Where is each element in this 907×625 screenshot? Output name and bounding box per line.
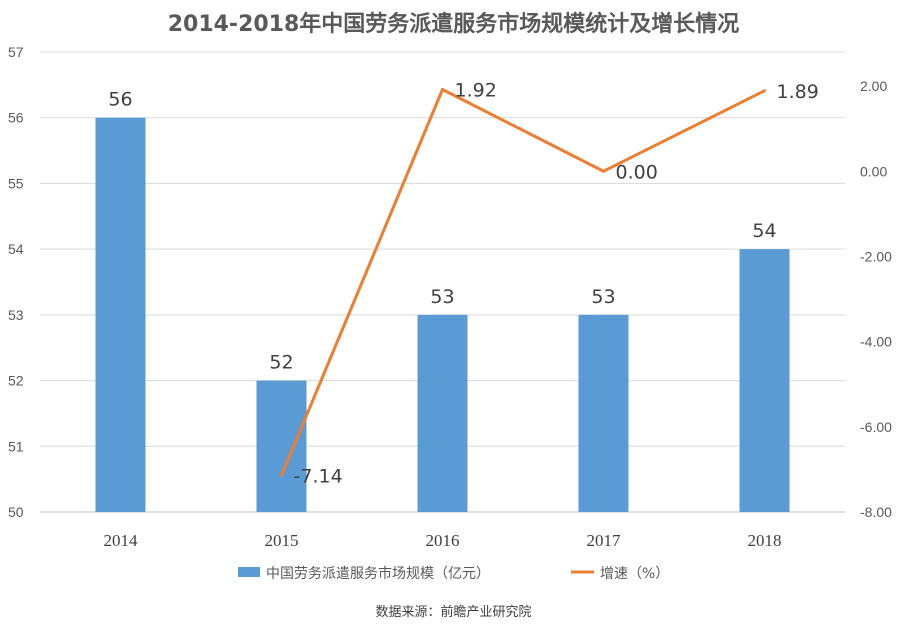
bar bbox=[95, 117, 146, 512]
line-value-label: 1.89 bbox=[777, 81, 819, 103]
bar-value-label: 54 bbox=[752, 220, 776, 242]
line-value-label: 0.00 bbox=[616, 161, 658, 183]
y-left-tick-label: 53 bbox=[8, 307, 24, 323]
y-right-tick-label: -2.00 bbox=[860, 248, 892, 264]
legend-bar-label: 中国劳务派遣服务市场规模（亿元） bbox=[266, 565, 490, 582]
line-point bbox=[441, 87, 444, 91]
x-axis: 2014 2015 2016 2017 2018 bbox=[104, 531, 782, 550]
line-value-label: -7.14 bbox=[294, 465, 343, 487]
bar bbox=[578, 314, 629, 512]
bar-value-label: 53 bbox=[591, 286, 615, 308]
growth-line bbox=[280, 87, 766, 476]
bar bbox=[739, 249, 790, 512]
line-point bbox=[602, 169, 605, 173]
y-left-tick-label: 50 bbox=[8, 504, 24, 520]
y-left-tick-label: 52 bbox=[8, 373, 24, 389]
x-tick-label: 2014 bbox=[104, 531, 139, 550]
x-tick-label: 2015 bbox=[265, 531, 299, 550]
line-value-label: 1.92 bbox=[455, 79, 497, 101]
left-axis: 50 51 52 53 54 55 56 57 bbox=[8, 44, 24, 520]
bar bbox=[256, 380, 307, 512]
legend-bar-swatch bbox=[238, 567, 260, 577]
y-left-tick-label: 51 bbox=[8, 438, 24, 454]
y-right-tick-label: -6.00 bbox=[860, 419, 892, 435]
y-right-tick-label: -8.00 bbox=[860, 504, 892, 520]
source-note: 数据来源：前瞻产业研究院 bbox=[375, 605, 532, 620]
y-left-tick-label: 56 bbox=[8, 110, 24, 126]
bar-value-label: 56 bbox=[108, 89, 132, 111]
y-right-tick-label: 0.00 bbox=[860, 163, 887, 179]
bar-value-label: 52 bbox=[269, 352, 293, 374]
y-left-tick-label: 54 bbox=[8, 241, 24, 257]
bar-series: 56 52 53 53 54 bbox=[95, 89, 790, 512]
legend: 中国劳务派遣服务市场规模（亿元） 增速（%） bbox=[238, 565, 669, 582]
y-left-tick-label: 55 bbox=[8, 175, 24, 191]
y-right-tick-label: 2.00 bbox=[860, 78, 887, 94]
bar bbox=[417, 314, 468, 512]
legend-line-label: 增速（%） bbox=[600, 566, 669, 582]
x-tick-label: 2018 bbox=[748, 531, 782, 550]
y-right-tick-label: -4.00 bbox=[860, 334, 892, 350]
bar-value-label: 53 bbox=[430, 286, 454, 308]
x-tick-label: 2017 bbox=[587, 531, 622, 550]
x-tick-label: 2016 bbox=[426, 531, 460, 550]
y-left-tick-label: 57 bbox=[8, 44, 24, 60]
line-point bbox=[280, 473, 283, 477]
right-axis: -8.00 -6.00 -4.00 -2.00 0.00 2.00 bbox=[860, 78, 892, 520]
line-point bbox=[763, 89, 766, 93]
line-series: -7.14 1.92 0.00 1.89 bbox=[280, 79, 819, 487]
chart-title: 2014-2018年中国劳务派遣服务市场规模统计及增长情况 bbox=[167, 12, 740, 37]
